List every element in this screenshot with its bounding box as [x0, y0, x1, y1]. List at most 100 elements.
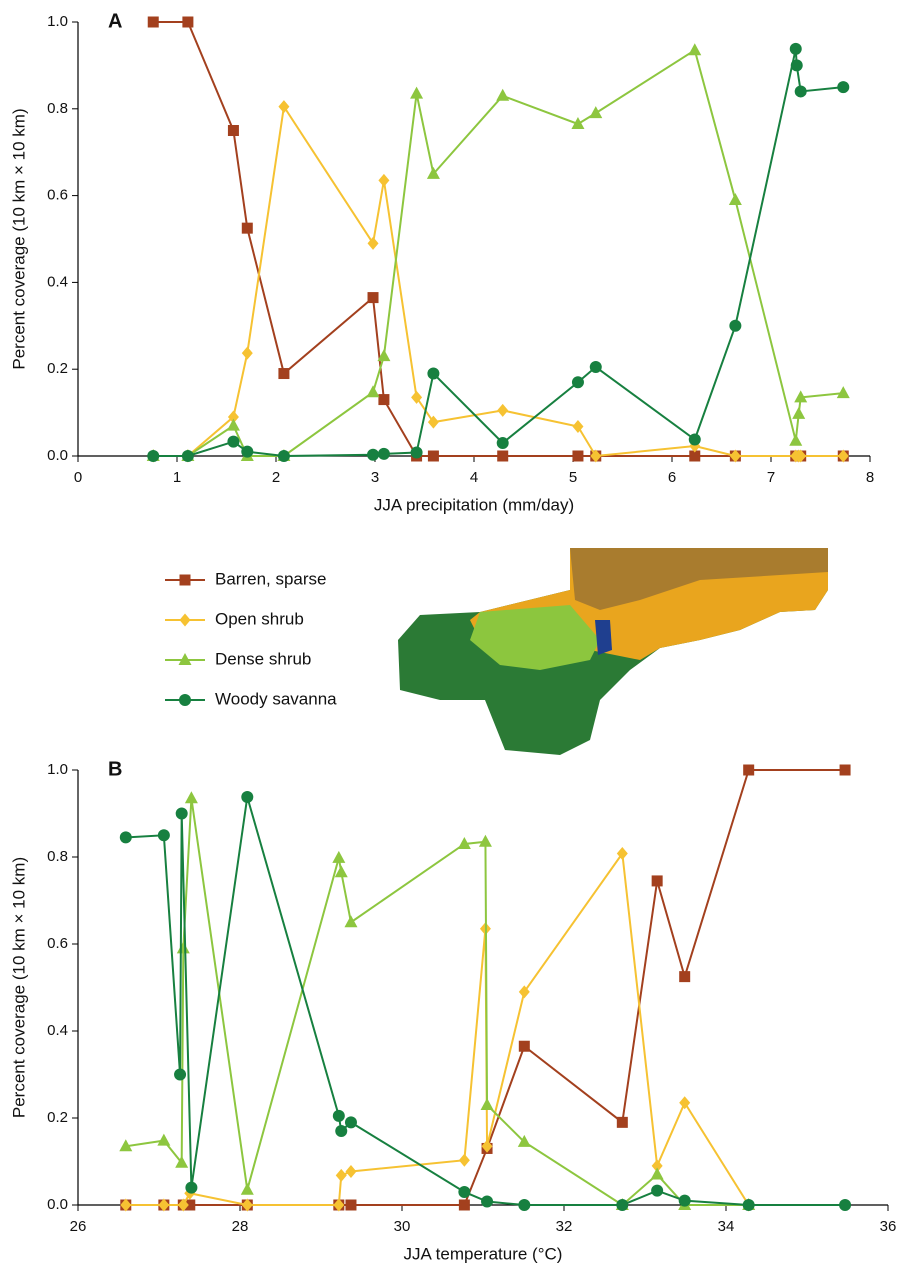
marker [729, 320, 741, 332]
x-tick-label: 32 [556, 1218, 573, 1235]
series-line [153, 22, 843, 456]
marker [368, 292, 379, 303]
y-axis-label: Percent coverage (10 km × 10 km) [9, 108, 28, 369]
marker [147, 450, 159, 462]
x-tick-label: 34 [718, 1218, 735, 1235]
marker [182, 17, 193, 28]
marker [743, 1199, 755, 1211]
marker [497, 451, 508, 462]
x-axis-label: JJA temperature (°C) [404, 1244, 563, 1263]
marker [590, 361, 602, 373]
marker [689, 434, 701, 446]
marker [241, 1183, 254, 1195]
legend-label: Barren, sparse [215, 569, 327, 588]
marker [345, 1165, 356, 1178]
y-tick-label: 0.8 [47, 100, 68, 117]
y-axis-label: Percent coverage (10 km × 10 km) [9, 857, 28, 1118]
marker [497, 404, 508, 417]
legend-label: Dense shrub [215, 649, 311, 668]
marker [837, 81, 849, 93]
marker [589, 106, 602, 118]
marker [242, 223, 253, 234]
x-tick-label: 5 [569, 469, 577, 486]
marker [572, 376, 584, 388]
y-tick-label: 1.0 [47, 13, 68, 30]
marker [519, 1041, 530, 1052]
marker [345, 1200, 356, 1211]
series-line [126, 854, 749, 1205]
marker [174, 1069, 186, 1081]
marker [241, 446, 253, 458]
marker [378, 448, 390, 460]
y-tick-label: 0.0 [47, 1196, 68, 1213]
marker [481, 1098, 494, 1110]
marker [242, 347, 253, 360]
marker [840, 765, 851, 776]
marker [367, 449, 379, 461]
figure: 0123456780.00.20.40.60.81.0JJA precipita… [0, 0, 898, 1276]
panel-label: B [108, 758, 122, 780]
marker [182, 450, 194, 462]
marker [344, 915, 357, 927]
marker [791, 59, 803, 71]
marker [428, 451, 439, 462]
marker [688, 43, 701, 55]
map [398, 548, 828, 755]
marker [278, 450, 290, 462]
marker [839, 1199, 851, 1211]
series-line [153, 107, 843, 456]
marker [459, 1200, 470, 1211]
marker [572, 451, 583, 462]
x-tick-label: 28 [232, 1218, 249, 1235]
marker [367, 385, 380, 397]
marker [617, 1117, 628, 1128]
y-tick-label: 0.2 [47, 1109, 68, 1126]
y-tick-label: 0.6 [47, 187, 68, 204]
marker [459, 1154, 470, 1167]
legend-label: Open shrub [215, 609, 304, 628]
marker [743, 765, 754, 776]
x-tick-label: 4 [470, 469, 478, 486]
marker [180, 575, 191, 586]
marker [651, 1185, 663, 1197]
marker [120, 831, 132, 843]
x-tick-label: 30 [394, 1218, 411, 1235]
marker [837, 386, 850, 398]
y-tick-label: 0.8 [47, 848, 68, 865]
marker [789, 434, 802, 446]
marker [157, 1134, 170, 1146]
marker [496, 89, 509, 101]
series-line [153, 50, 843, 456]
marker [792, 407, 805, 419]
x-tick-label: 1 [173, 469, 181, 486]
marker [518, 1199, 530, 1211]
x-tick-label: 2 [272, 469, 280, 486]
marker [179, 694, 191, 706]
marker [227, 436, 239, 448]
y-tick-label: 0.4 [47, 1022, 68, 1039]
x-tick-label: 7 [767, 469, 775, 486]
legend-label: Woody savanna [215, 689, 337, 708]
y-tick-label: 0.6 [47, 935, 68, 952]
y-tick-label: 1.0 [47, 761, 68, 778]
marker [497, 437, 509, 449]
x-tick-label: 3 [371, 469, 379, 486]
marker [335, 1125, 347, 1137]
y-tick-label: 0.0 [47, 447, 68, 464]
x-tick-label: 6 [668, 469, 676, 486]
marker [345, 1116, 357, 1128]
marker [790, 43, 802, 55]
marker [458, 1186, 470, 1198]
marker [679, 1195, 691, 1207]
marker [336, 1169, 347, 1182]
marker [378, 394, 389, 405]
marker [679, 971, 690, 982]
marker [410, 87, 423, 99]
marker [411, 447, 423, 459]
marker [729, 193, 742, 205]
marker [378, 174, 389, 187]
marker [228, 125, 239, 136]
marker [427, 368, 439, 380]
series-line [153, 49, 843, 456]
x-tick-label: 8 [866, 469, 874, 486]
